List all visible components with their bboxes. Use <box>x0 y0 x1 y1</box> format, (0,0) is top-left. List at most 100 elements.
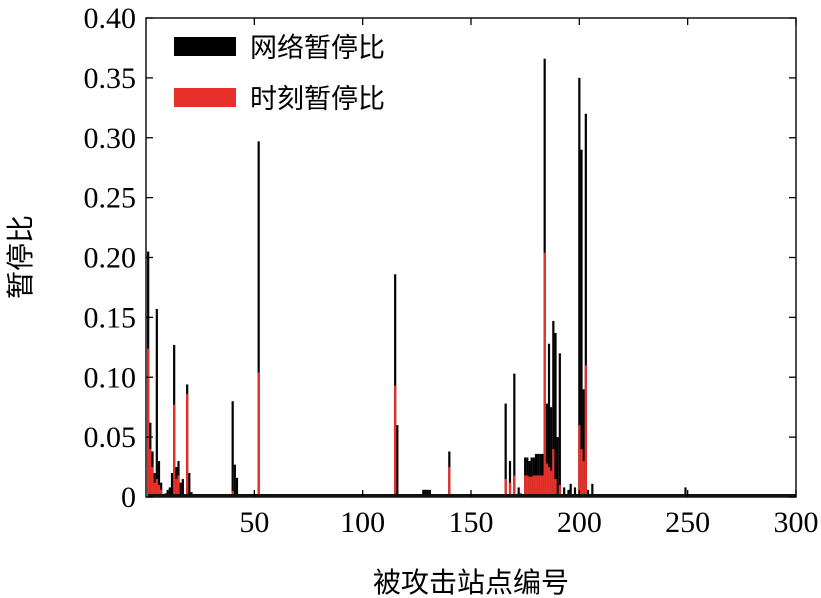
bar-moment <box>153 482 156 497</box>
bar-moment <box>513 475 516 497</box>
y-axis-title: 暂停比 <box>4 215 37 299</box>
bar-moment <box>580 449 583 497</box>
baseline-series <box>148 494 796 497</box>
y-tick-label: 0.05 <box>84 421 137 454</box>
bar-network <box>563 487 566 497</box>
bar-moment <box>552 449 555 497</box>
bar-moment <box>558 485 561 497</box>
bar-network <box>157 461 161 497</box>
bar-moment <box>584 365 587 497</box>
y-tick-label: 0.30 <box>84 122 137 155</box>
bar-network <box>569 483 572 497</box>
bar-moment <box>578 425 581 497</box>
y-tick-label: 0.20 <box>84 242 137 275</box>
bar-moment <box>543 252 546 497</box>
y-tick-label: 0.40 <box>84 2 137 35</box>
bar-moment <box>539 475 542 497</box>
series-network-bars <box>147 58 687 498</box>
baseline-near-zero <box>148 494 796 497</box>
bar-network <box>513 373 516 497</box>
x-tick-label: 100 <box>340 506 385 539</box>
bar-network <box>684 487 687 497</box>
bar-moment <box>394 385 397 497</box>
bar-moment <box>526 475 529 497</box>
bar-moment <box>504 479 507 497</box>
y-tick-label: 0.35 <box>84 62 137 95</box>
bar-moment <box>528 476 531 497</box>
y-tick-label: 0 <box>121 481 136 514</box>
bar-network <box>558 353 561 497</box>
bar-network <box>168 487 171 497</box>
bar-moment <box>582 461 585 497</box>
bar-network <box>422 489 425 497</box>
bar-moment <box>173 404 176 497</box>
legend-label-network: 网络暂停比 <box>250 33 385 64</box>
bar-moment <box>257 372 260 497</box>
bar-moment <box>155 479 158 497</box>
x-tick-label: 200 <box>557 506 602 539</box>
x-tick-label: 50 <box>239 506 269 539</box>
bar-moment <box>147 348 150 497</box>
bar-moment <box>175 479 178 497</box>
bar-network <box>554 332 557 497</box>
series-moment-bars <box>147 252 587 497</box>
bar-moment <box>448 467 451 497</box>
bar-moment <box>545 463 548 497</box>
bar-network <box>235 477 239 497</box>
bar-network <box>508 461 512 497</box>
bar-network <box>517 487 520 497</box>
bar-moment <box>160 489 163 497</box>
bar-moment <box>186 394 189 497</box>
bar-network <box>170 473 174 497</box>
bar-network <box>188 473 191 497</box>
bar-network <box>166 489 169 497</box>
bar-moment <box>177 475 180 497</box>
bar-network <box>591 483 594 497</box>
bar-network <box>547 343 551 497</box>
legend: 网络暂停比 时刻暂停比 <box>174 33 385 115</box>
bar-moment <box>541 475 544 497</box>
bar-network <box>231 401 234 497</box>
bar-moment <box>524 475 527 497</box>
bar-moment <box>532 475 535 497</box>
y-tick-label: 0.25 <box>84 182 137 215</box>
bar-network <box>567 489 570 497</box>
bar-network <box>155 308 158 497</box>
bar-network <box>586 489 590 497</box>
bar-moment <box>157 485 161 497</box>
bar-network <box>580 149 583 497</box>
legend-swatch-network <box>174 37 236 56</box>
bar-network <box>545 403 548 497</box>
bar-network <box>578 77 581 497</box>
bar-network <box>426 489 429 497</box>
bar-network <box>552 320 555 497</box>
bar-network <box>396 425 399 497</box>
legend-swatch-moment <box>174 88 236 107</box>
bar-network <box>504 403 507 497</box>
bar-network <box>257 141 260 497</box>
bar-network <box>556 437 559 497</box>
bar-network <box>573 487 577 497</box>
y-tick-label: 0.10 <box>84 361 137 394</box>
x-tick-label: 300 <box>774 506 819 539</box>
bar-network <box>584 113 587 498</box>
bar-network <box>181 479 184 497</box>
bar-moment <box>534 475 538 497</box>
x-axis-title: 被攻击站点编号 <box>373 566 569 598</box>
x-axis: 50 100 150 200 250 300 <box>239 18 819 539</box>
bar-network <box>233 464 236 497</box>
bar-network <box>428 489 431 497</box>
x-tick-label: 250 <box>665 506 710 539</box>
bar-network <box>424 489 427 497</box>
bar-network <box>179 482 182 497</box>
x-tick-label: 150 <box>449 506 494 539</box>
bar-moment <box>537 475 540 497</box>
plot-area-frame <box>145 17 797 498</box>
bar-moment <box>554 479 557 497</box>
bar-network <box>550 407 553 497</box>
bar-moment <box>508 482 512 497</box>
bar-moment <box>550 470 553 497</box>
legend-label-moment: 时刻暂停比 <box>250 84 385 115</box>
y-axis: 0 0.05 0.10 0.15 0.20 0.25 0.30 0.35 0.40 <box>84 2 796 514</box>
